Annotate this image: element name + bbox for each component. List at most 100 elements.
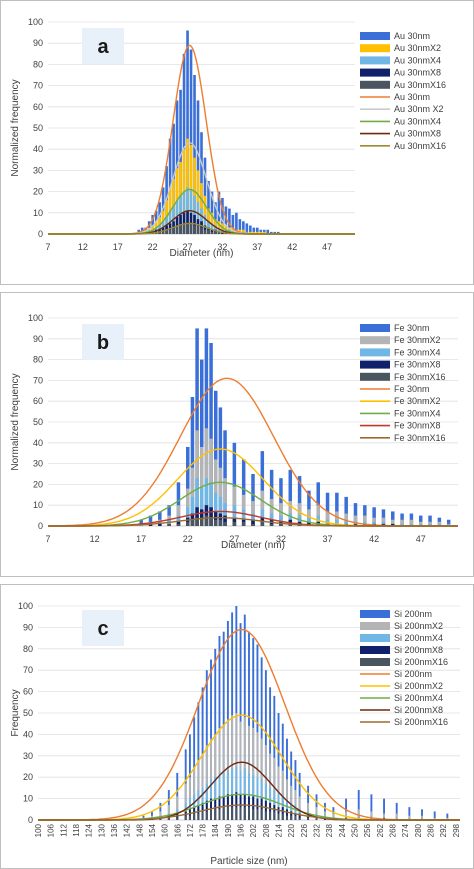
chart-c-bar bbox=[286, 809, 288, 820]
chart-c-y-tick-label: 60 bbox=[23, 687, 33, 697]
chart-c-bar bbox=[260, 798, 263, 820]
chart-c-legend-swatch bbox=[360, 622, 390, 630]
chart-b-bar bbox=[232, 505, 237, 526]
chart-b-letter-box bbox=[82, 324, 124, 360]
chart-b-bar bbox=[260, 451, 265, 526]
chart-a-legend-label: Au 30nm bbox=[394, 92, 430, 102]
chart-b-y-tick-label: 80 bbox=[33, 355, 43, 365]
chart-c-bar bbox=[256, 798, 259, 820]
chart-b-fit-curves bbox=[48, 377, 458, 527]
chart-c-x-tick-label: 142 bbox=[123, 823, 132, 837]
chart-c-bar bbox=[214, 809, 217, 820]
chart-b-bar bbox=[409, 519, 414, 526]
chart-b-y-tick-label: 60 bbox=[33, 396, 43, 406]
chart-b-bar bbox=[418, 523, 423, 526]
chart-a-bar bbox=[189, 49, 193, 235]
chart-b-legend-label: Fe 30nmX8 bbox=[394, 360, 441, 370]
chart-b-bar bbox=[335, 492, 339, 526]
chart-panel-c: 0 10 20 30 40 50 60 70 80 90 100 100 106 112 118 124 130… bbox=[0, 584, 474, 869]
chart-b-legend-label: Fe 30nmX2 bbox=[394, 396, 441, 406]
chart-c-x-tick-label: 202 bbox=[249, 823, 258, 837]
chart-b-bar bbox=[437, 521, 442, 526]
chart-a-bar bbox=[235, 212, 238, 234]
chart-a-bar bbox=[193, 75, 196, 234]
chart-a-bar bbox=[214, 202, 217, 234]
chart-b-x-tick-label: 7 bbox=[45, 534, 50, 544]
chart-c-bar bbox=[269, 753, 272, 820]
chart-b-bar bbox=[209, 482, 213, 526]
chart-b-bar bbox=[400, 523, 404, 526]
chart-b-bar bbox=[446, 523, 451, 526]
chart-c-x-tick-label: 148 bbox=[135, 823, 144, 837]
chart-a-bar bbox=[214, 231, 217, 234]
chart-a-bar bbox=[266, 229, 270, 234]
chart-b-legend-label: Fe 30nmX16 bbox=[394, 372, 446, 382]
chart-c-x-tick-label: 208 bbox=[262, 823, 271, 837]
chart-b-bar bbox=[204, 428, 209, 526]
chart-a-bar bbox=[259, 231, 263, 234]
chart-b-bar bbox=[279, 523, 283, 526]
chart-a-bar bbox=[252, 231, 256, 234]
chart-c-bar bbox=[383, 813, 385, 820]
chart-c-bar bbox=[176, 772, 179, 820]
chart-a-bar bbox=[203, 214, 207, 234]
chart-a-bar bbox=[189, 189, 193, 234]
chart-a-y-tick-label: 90 bbox=[33, 38, 43, 48]
chart-a-x-tick-label: 12 bbox=[78, 242, 88, 252]
chart-c-bar bbox=[188, 815, 191, 820]
chart-b-panel-letter: b bbox=[97, 332, 109, 354]
chart-b-bar bbox=[391, 523, 395, 526]
chart-a-bar bbox=[179, 225, 182, 234]
chart-a-legend-swatch bbox=[360, 44, 390, 53]
chart-a-bar bbox=[256, 227, 259, 234]
chart-c-x-tick-label: 124 bbox=[85, 823, 94, 837]
chart-c-x-tick-label: 232 bbox=[313, 823, 322, 837]
chart-c-y-tick-label: 70 bbox=[23, 665, 33, 675]
chart-c-bar bbox=[273, 757, 276, 820]
chart-a-bar bbox=[175, 225, 179, 234]
chart-b-bar bbox=[218, 407, 223, 526]
chart-c-x-tick-label: 244 bbox=[338, 823, 347, 837]
chart-a-bar bbox=[217, 231, 221, 234]
chart-c-bar bbox=[269, 811, 272, 820]
chart-c-x-tick-label: 130 bbox=[97, 823, 106, 837]
chart-c-bar bbox=[256, 809, 259, 820]
chart-c-bar bbox=[222, 807, 225, 820]
chart-b-bar bbox=[186, 507, 190, 526]
chart-c-bar bbox=[307, 817, 310, 820]
chart-c-bar bbox=[218, 809, 221, 820]
chart-c-bar bbox=[218, 635, 221, 820]
chart-b-bar bbox=[232, 517, 237, 526]
chart-b-bar bbox=[363, 505, 367, 526]
chart-b-legend-swatch bbox=[360, 348, 390, 357]
chart-c-x-tick-label: 292 bbox=[439, 823, 448, 837]
chart-c-bar bbox=[167, 790, 170, 820]
chart-b-bar bbox=[344, 496, 348, 526]
chart-b-bar bbox=[316, 505, 320, 526]
chart-a-y-tick-label: 30 bbox=[33, 165, 43, 175]
chart-c-bar bbox=[273, 790, 276, 820]
chart-c-bar bbox=[324, 811, 326, 820]
chart-c-bar bbox=[370, 811, 373, 820]
chart-b-x-tick-label: 17 bbox=[136, 534, 146, 544]
chart-a-bar bbox=[161, 231, 165, 234]
chart-b-bar bbox=[223, 503, 227, 526]
chart-c-bar bbox=[214, 798, 217, 820]
chart-c-bar bbox=[298, 813, 301, 820]
chart-b-bar bbox=[437, 517, 442, 526]
chart-b-bar bbox=[251, 519, 255, 526]
chart-c-bar bbox=[193, 813, 196, 820]
chart-b-bar bbox=[186, 517, 190, 526]
chart-b-bar bbox=[167, 505, 171, 526]
chart-a-fit-line bbox=[48, 222, 355, 235]
chart-a-bar bbox=[200, 227, 203, 234]
chart-a-y-tick-label: 40 bbox=[33, 144, 43, 154]
chart-c-bar bbox=[248, 725, 250, 820]
chart-c-legend-swatch bbox=[360, 658, 390, 666]
chart-b-y-tick-label: 20 bbox=[33, 479, 43, 489]
chart-b-bar bbox=[251, 523, 255, 526]
chart-b-bar bbox=[139, 519, 143, 526]
chart-a-bar bbox=[221, 197, 224, 234]
chart-c-x-tick-label: 220 bbox=[287, 823, 296, 837]
chart-c-bar bbox=[307, 815, 310, 820]
